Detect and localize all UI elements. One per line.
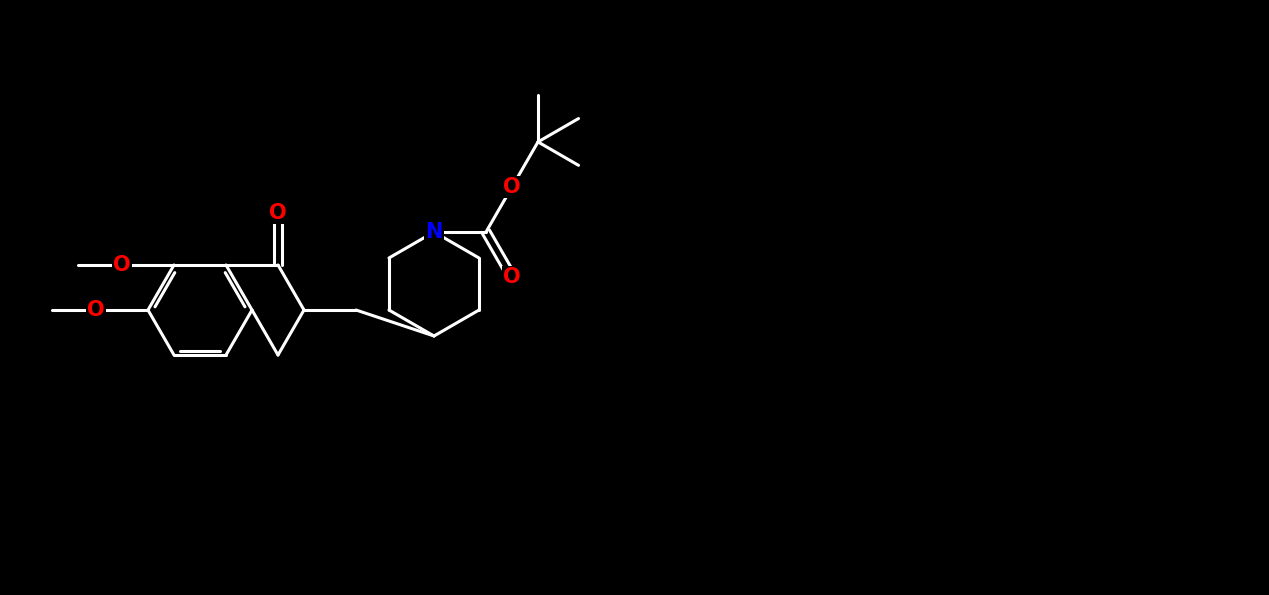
Text: O: O [269, 203, 287, 223]
Text: O: O [113, 255, 131, 275]
Text: O: O [504, 177, 520, 197]
Text: O: O [504, 267, 520, 287]
Text: O: O [88, 300, 105, 320]
Text: N: N [425, 222, 443, 242]
